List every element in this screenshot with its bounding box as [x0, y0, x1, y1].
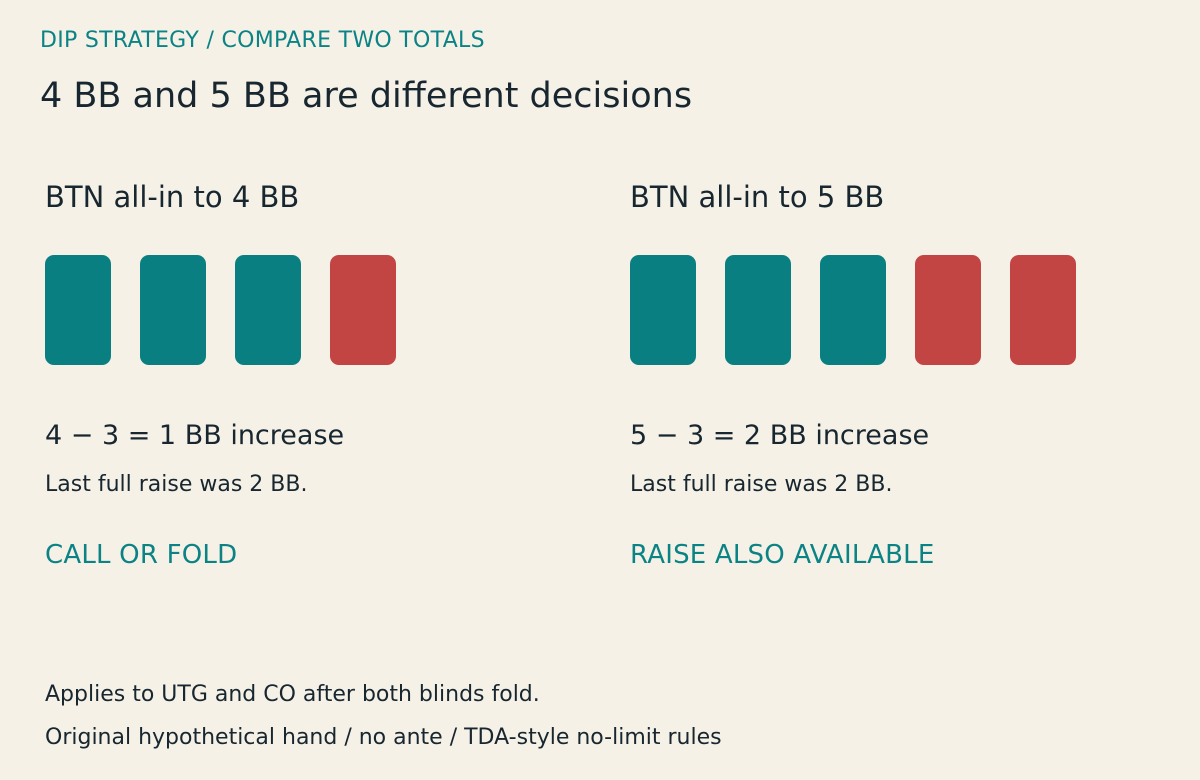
base-chip	[140, 255, 206, 365]
increase-chip	[330, 255, 396, 365]
panel-title-5bb: BTN all-in to 5 BB	[630, 180, 885, 214]
equation-5bb: 5 − 3 = 2 BB increase	[630, 420, 930, 451]
chip-row-5bb	[630, 255, 1150, 365]
equation-4bb: 4 − 3 = 1 BB increase	[45, 420, 345, 451]
base-chip	[725, 255, 791, 365]
page-title: 4 BB and 5 BB are different decisions	[40, 76, 693, 116]
note-5bb: Last full raise was 2 BB.	[630, 472, 893, 497]
panel-5bb: BTN all-in to 5 BB 5 − 3 = 2 BB increase…	[630, 180, 1150, 600]
footer-note-rules: Original hypothetical hand / no ante / T…	[45, 725, 722, 750]
verdict-4bb: CALL OR FOLD	[45, 540, 238, 570]
panel-title-4bb: BTN all-in to 4 BB	[45, 180, 300, 214]
eyebrow-label: DIP STRATEGY / COMPARE TWO TOTALS	[40, 28, 485, 53]
footer-note-positions: Applies to UTG and CO after both blinds …	[45, 682, 540, 707]
base-chip	[45, 255, 111, 365]
base-chip	[820, 255, 886, 365]
note-4bb: Last full raise was 2 BB.	[45, 472, 308, 497]
chip-row-4bb	[45, 255, 565, 365]
verdict-5bb: RAISE ALSO AVAILABLE	[630, 540, 935, 570]
increase-chip	[915, 255, 981, 365]
base-chip	[235, 255, 301, 365]
panel-4bb: BTN all-in to 4 BB 4 − 3 = 1 BB increase…	[45, 180, 565, 600]
increase-chip	[1010, 255, 1076, 365]
base-chip	[630, 255, 696, 365]
